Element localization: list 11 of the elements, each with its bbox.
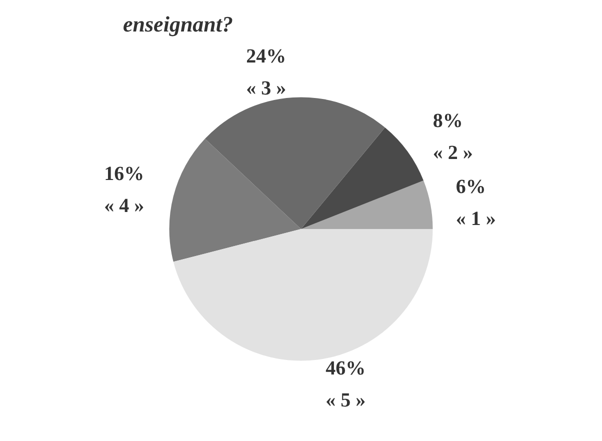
data-label: 16%: [104, 163, 144, 186]
slice-label: « 1 »: [456, 208, 496, 230]
slice-label: « 5 »: [326, 390, 366, 412]
data-label: 6%: [456, 176, 486, 198]
data-label: 8%: [432, 110, 463, 132]
data-label: 24%: [246, 46, 286, 68]
slice-label: « 4 »: [104, 195, 144, 218]
slice-label: « 3 »: [246, 78, 286, 100]
chart-title: enseignant?: [123, 12, 234, 36]
slice-label: « 2 »: [432, 142, 473, 164]
data-label: 46%: [326, 358, 366, 380]
